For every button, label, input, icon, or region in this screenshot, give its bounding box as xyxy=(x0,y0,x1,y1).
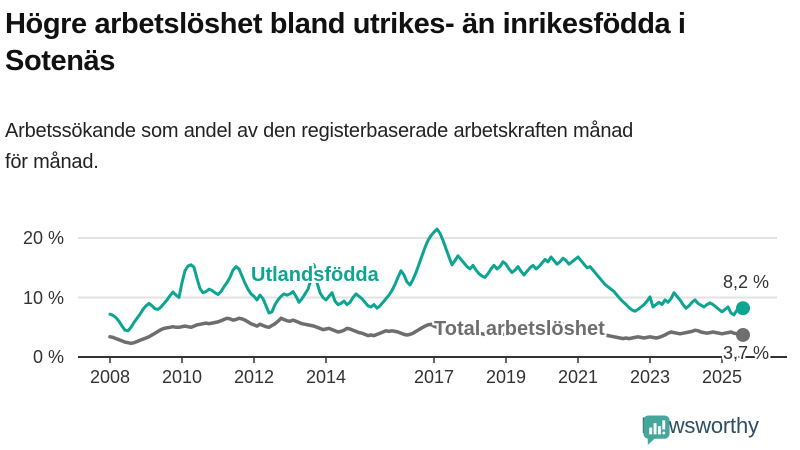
y-tick-label: 0 % xyxy=(32,347,64,367)
x-tick-label: 2017 xyxy=(413,367,455,387)
line-series-total-arbetsloshet xyxy=(108,316,750,346)
x-tick-label: 2021 xyxy=(557,367,599,387)
axis-ticks xyxy=(109,357,723,363)
chart-subtitle-line1: Arbetssökande som andel av den registerb… xyxy=(5,120,634,142)
chart-subtitle-line2: för månad. xyxy=(5,151,99,173)
line-series-utlandsfodda xyxy=(108,227,750,333)
chart-title-line2: Sotenäs xyxy=(5,45,116,77)
chart-subtitle: Arbetssökande som andel av den registerb… xyxy=(5,116,789,178)
end-value-label-utlandsfodda: 8,2 % xyxy=(723,272,770,292)
y-tick-label: 10 % xyxy=(22,287,64,308)
series-label-utlandsfodda: Utlandsfödda xyxy=(251,264,379,286)
x-tick-label: 2019 xyxy=(485,367,527,387)
x-tick-label: 2008 xyxy=(89,367,131,387)
chart-title: Högre arbetslöshet bland utrikes- än inr… xyxy=(5,6,789,80)
series-label-total-arbetsloshet: Total arbetslöshet xyxy=(434,318,605,340)
y-tick-label: 20 % xyxy=(22,228,64,248)
end-value-label-total-arbetsloshet: 3,7 % xyxy=(723,343,770,363)
x-tick-label: 2023 xyxy=(629,367,671,387)
x-tick-label: 2014 xyxy=(305,367,347,387)
newsworthy-logo-icon xyxy=(643,415,670,445)
x-tick-label: 2025 xyxy=(701,367,743,387)
newsworthy-logo[interactable]: Newsworthy xyxy=(641,413,759,445)
gridlines xyxy=(78,237,777,299)
chart-title-line1: Högre arbetslöshet bland utrikes- än inr… xyxy=(5,8,686,40)
x-tick-label: 2012 xyxy=(233,367,275,387)
x-tick-label: 2010 xyxy=(161,367,203,387)
